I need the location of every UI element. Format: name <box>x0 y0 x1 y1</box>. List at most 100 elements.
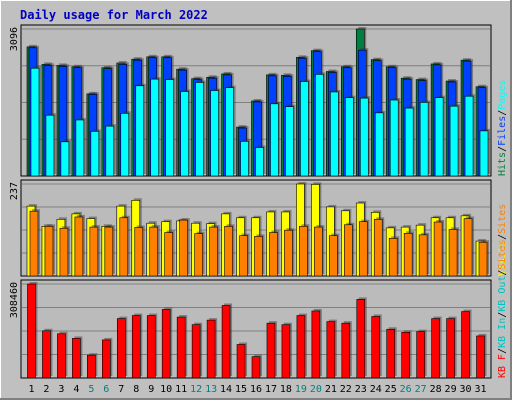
x-tick-label-28: 28 <box>430 384 442 395</box>
bar-kb-f-1 <box>27 283 36 379</box>
bar-kb-f-29 <box>446 318 455 379</box>
bar-sites-30 <box>463 218 473 277</box>
bar-sites-19 <box>299 226 308 277</box>
bar-pages-9 <box>150 78 160 177</box>
bar-sites-5 <box>89 226 99 277</box>
bar-pages-8 <box>135 85 145 177</box>
bar-sites-12 <box>194 233 203 277</box>
bar-pages-15 <box>240 141 249 177</box>
legend-item: / <box>497 312 508 318</box>
bar-kb-f-30 <box>461 311 470 379</box>
x-tick-label-25: 25 <box>385 384 397 395</box>
bar-kb-f-20 <box>311 310 321 379</box>
bar-pages-2 <box>45 114 55 177</box>
legend-item: Visits <box>497 240 508 276</box>
bar-pages-13 <box>210 90 219 177</box>
bar-sites-11 <box>179 219 188 277</box>
bar-kb-f-5 <box>87 354 96 379</box>
bar-pages-17 <box>270 103 279 177</box>
x-tick-label-20: 20 <box>310 384 322 395</box>
bar-sites-10 <box>164 232 173 277</box>
legend-item: Pages <box>497 80 508 110</box>
bar-pages-4 <box>75 119 85 177</box>
x-tick-label-8: 8 <box>133 384 139 395</box>
bar-pages-30 <box>464 95 474 177</box>
x-tick-label-21: 21 <box>325 384 337 395</box>
x-tick-label-5: 5 <box>88 384 94 395</box>
bar-kb-f-25 <box>386 328 396 379</box>
bar-sites-13 <box>209 226 218 277</box>
bar-pages-16 <box>255 147 264 177</box>
x-tick-label-31: 31 <box>474 384 486 395</box>
legend-item: / <box>497 270 508 276</box>
bar-pages-29 <box>449 105 459 177</box>
bar-kb-f-3 <box>57 333 66 379</box>
bar-pages-24 <box>374 112 384 177</box>
bar-pages-31 <box>479 130 489 177</box>
x-tick-label-26: 26 <box>400 384 412 395</box>
bar-pages-10 <box>165 79 174 177</box>
x-tick-label-10: 10 <box>160 384 172 395</box>
bar-pages-3 <box>60 141 70 177</box>
bar-sites-31 <box>478 241 488 277</box>
bar-kb-f-9 <box>146 315 156 379</box>
bar-pages-20 <box>315 74 324 177</box>
bar-pages-5 <box>90 131 100 177</box>
bar-kb-f-14 <box>221 305 231 379</box>
bar-sites-4 <box>74 216 84 277</box>
panel-visitors: 237 Visits/Sites <box>9 179 508 277</box>
bar-sites-26 <box>403 232 413 277</box>
bar-pages-28 <box>434 97 444 177</box>
bar-sites-9 <box>149 226 159 277</box>
series-pages <box>30 66 491 177</box>
bar-sites-29 <box>448 229 458 277</box>
bar-kb-f-12 <box>191 324 201 379</box>
bar-kb-f-23 <box>356 299 366 379</box>
bar-pages-27 <box>419 102 429 177</box>
legend-item: KB F <box>497 354 508 378</box>
x-tick-label-15: 15 <box>235 384 247 395</box>
x-tick-label-6: 6 <box>103 384 109 395</box>
bar-sites-3 <box>59 227 69 277</box>
bar-pages-25 <box>389 99 399 177</box>
bar-kb-f-26 <box>401 331 410 379</box>
bar-kb-f-10 <box>161 309 171 379</box>
bar-sites-8 <box>134 227 144 277</box>
bar-kb-f-22 <box>341 322 351 379</box>
chart-title: Daily usage for March 2022 <box>20 8 208 22</box>
x-tick-label-23: 23 <box>355 384 367 395</box>
x-tick-label-29: 29 <box>445 384 457 395</box>
x-tick-label-22: 22 <box>340 384 352 395</box>
bar-kb-f-4 <box>72 338 81 379</box>
x-tick-label-4: 4 <box>73 384 79 395</box>
x-axis-labels: 1 2 3 4 5 6 7 8 9 10 11 12 13 14 15 16 17 18 19 20 21 22 23 24 2… <box>28 384 486 395</box>
x-tick-label-7: 7 <box>118 384 124 395</box>
bar-kb-f-15 <box>236 344 246 379</box>
legend-item: / <box>497 110 508 116</box>
x-tick-label-9: 9 <box>148 384 154 395</box>
bar-pages-21 <box>330 91 339 177</box>
x-tick-label-1: 1 <box>28 384 34 395</box>
bar-kb-f-7 <box>116 318 126 379</box>
bar-sites-14 <box>224 226 233 277</box>
bar-kb-f-13 <box>206 319 216 379</box>
bar-kb-f-31 <box>476 335 485 379</box>
legend-item: KB Out <box>497 276 508 312</box>
bar-kb-f-18 <box>281 324 291 379</box>
max-label-visitors: 237 <box>9 182 20 200</box>
x-tick-label-2: 2 <box>43 384 49 395</box>
bar-kb-f-16 <box>251 356 261 379</box>
legend-visitors: Visits/Sites <box>497 204 508 276</box>
bar-pages-18 <box>285 106 294 177</box>
legend-item: / <box>497 234 508 240</box>
bar-kb-f-27 <box>416 331 425 379</box>
x-tick-label-24: 24 <box>370 384 382 395</box>
bar-sites-22 <box>344 224 353 277</box>
legend-item: Hits <box>497 152 508 176</box>
x-tick-label-27: 27 <box>415 384 427 395</box>
bar-sites-16 <box>254 236 263 277</box>
